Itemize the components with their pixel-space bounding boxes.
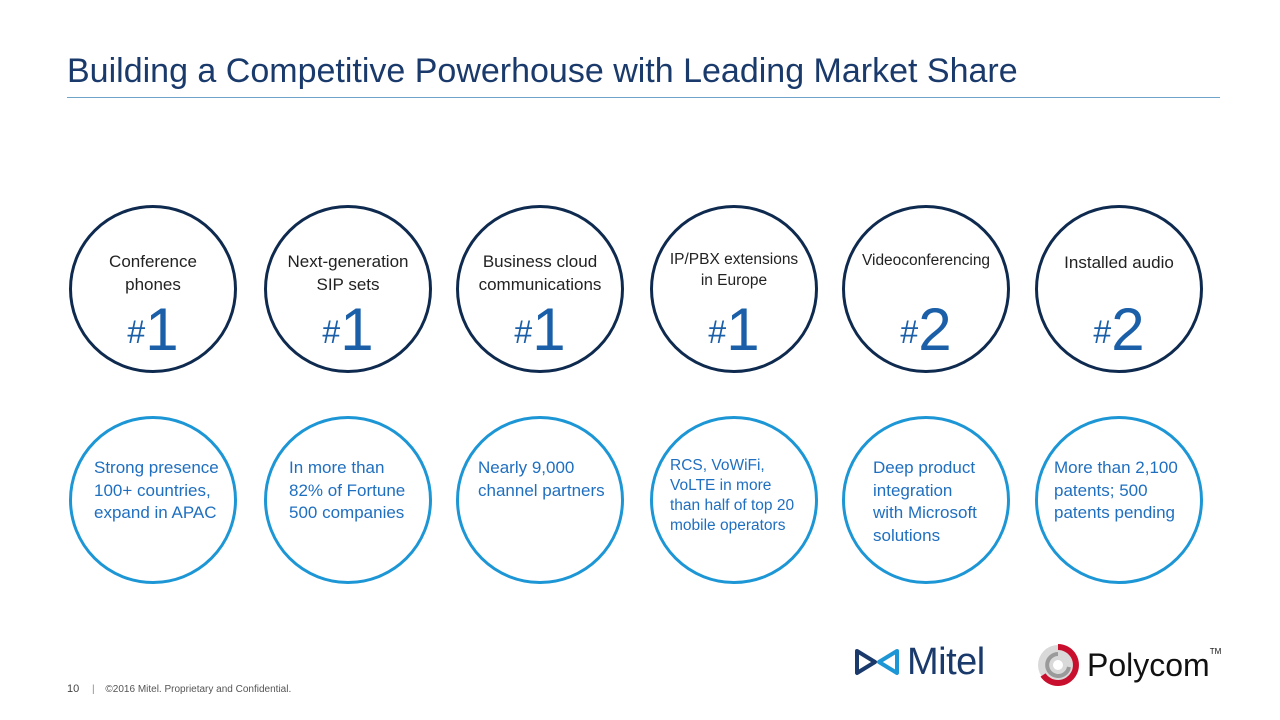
fact-line: than half of top 20	[670, 497, 795, 514]
page-number: 10	[67, 683, 80, 695]
fact-line: More than 2,100	[1054, 458, 1178, 477]
fact-text: In more than 82% of Fortune 500 companie…	[289, 457, 429, 525]
ranking-label: IP/PBX extensions in Europe	[653, 249, 815, 291]
rank-number: 1	[145, 296, 179, 363]
fact-text: Nearly 9,000 channel partners	[478, 457, 618, 502]
ranking-label: Videoconferencing	[845, 250, 1007, 271]
hash-symbol: #	[322, 314, 341, 350]
fact-text: More than 2,100 patents; 500 patents pen…	[1054, 457, 1202, 525]
fact-circle-installed-audio: More than 2,100 patents; 500 patents pen…	[1035, 416, 1203, 584]
polycom-swirl-icon	[1038, 644, 1079, 686]
fact-line: Nearly 9,000	[478, 458, 575, 477]
fact-line: 82% of Fortune	[289, 480, 406, 500]
ranking-circle-ip-pbx-extensions: IP/PBX extensions in Europe #1	[650, 205, 818, 373]
fact-line: Deep product	[873, 458, 976, 477]
fact-line: expand in APAC	[94, 503, 217, 522]
ranking-label-line: communications	[478, 275, 602, 294]
page-title: Building a Competitive Powerhouse with L…	[67, 52, 1018, 90]
fact-line: In more than	[289, 458, 385, 477]
rank-number: 2	[918, 296, 952, 363]
polycom-wordmark: Polycom	[1087, 646, 1210, 683]
ranking-value: #1	[459, 300, 621, 360]
copyright-text: ©2016 Mitel. Proprietary and Confidentia…	[105, 684, 292, 695]
ranking-label: Conference phones	[72, 250, 234, 296]
mitel-wordmark: Mitel	[907, 640, 985, 683]
mitel-bowtie-icon	[855, 649, 899, 675]
fact-circle-conference-phones: Strong presence 100+ countries, expand i…	[69, 416, 237, 584]
fact-text: RCS, VoWiFi, VoLTE in more than half of …	[670, 456, 815, 536]
fact-text: Deep product integration with Microsoft …	[873, 457, 1013, 547]
mitel-logo: Mitel	[855, 640, 985, 683]
fact-circle-sip-sets: In more than 82% of Fortune 500 companie…	[264, 416, 432, 584]
hash-symbol: #	[127, 314, 146, 350]
hash-symbol: #	[514, 314, 533, 350]
rank-number: 1	[340, 296, 374, 363]
fact-circle-cloud-communications: Nearly 9,000 channel partners	[456, 416, 624, 584]
ranking-label-line: in Europe	[700, 272, 768, 289]
fact-line: 500 companies	[289, 503, 405, 522]
ranking-label: Business cloud communications	[459, 250, 621, 296]
fact-line: integration	[873, 480, 953, 500]
fact-line: 100+ countries,	[94, 480, 211, 500]
ranking-label-line: Installed audio	[1064, 253, 1174, 272]
fact-line: patents; 500	[1054, 480, 1148, 500]
polycom-logo: Polycom TM	[1035, 640, 1221, 690]
fact-line: solutions	[873, 525, 941, 545]
ranking-circle-conference-phones: Conference phones #1	[69, 205, 237, 373]
rank-number: 1	[726, 296, 760, 363]
ranking-label-line: phones	[125, 275, 181, 294]
ranking-label-line: IP/PBX extensions	[669, 251, 799, 268]
ranking-label-line: Next-generation	[287, 252, 409, 271]
ranking-label-line: SIP sets	[316, 275, 380, 294]
trademark-symbol: TM	[1209, 646, 1222, 656]
fact-line: channel partners	[478, 480, 605, 500]
title-divider	[67, 97, 1220, 98]
ranking-label: Installed audio	[1038, 251, 1200, 274]
ranking-circle-installed-audio: Installed audio #2	[1035, 205, 1203, 373]
ranking-value: #2	[1038, 300, 1200, 360]
ranking-label-line: Business cloud	[482, 252, 598, 271]
fact-line: VoLTE in more	[670, 477, 772, 494]
rank-number: 1	[532, 296, 566, 363]
ranking-circle-cloud-communications: Business cloud communications #1	[456, 205, 624, 373]
ranking-label-line: Videoconferencing	[861, 252, 991, 269]
fact-circle-videoconferencing: Deep product integration with Microsoft …	[842, 416, 1010, 584]
fact-line: mobile operators	[670, 517, 786, 534]
rank-number: 2	[1111, 296, 1145, 363]
ranking-circle-videoconferencing: Videoconferencing #2	[842, 205, 1010, 373]
hash-symbol: #	[1093, 314, 1112, 350]
footer-separator: |	[92, 684, 95, 695]
ranking-value: #2	[845, 300, 1007, 360]
ranking-value: #1	[72, 300, 234, 360]
ranking-circle-sip-sets: Next-generation SIP sets #1	[264, 205, 432, 373]
fact-line: with Microsoft	[873, 503, 977, 522]
hash-symbol: #	[900, 314, 919, 350]
fact-text: Strong presence 100+ countries, expand i…	[94, 457, 234, 525]
facts-row: Strong presence 100+ countries, expand i…	[0, 416, 1280, 590]
ranking-value: #1	[653, 300, 815, 360]
fact-line: RCS, VoWiFi,	[670, 457, 765, 474]
slide-footer: 10 | ©2016 Mitel. Proprietary and Confid…	[67, 683, 291, 695]
ranking-label-line: Conference	[109, 252, 197, 271]
ranking-value: #1	[267, 300, 429, 360]
fact-line: patents pending	[1054, 503, 1175, 522]
fact-line: Strong presence	[94, 458, 219, 477]
fact-circle-ip-pbx-extensions: RCS, VoWiFi, VoLTE in more than half of …	[650, 416, 818, 584]
hash-symbol: #	[708, 314, 727, 350]
rankings-row: Conference phones #1 Next-generation SIP…	[0, 205, 1280, 379]
ranking-label: Next-generation SIP sets	[267, 250, 429, 296]
